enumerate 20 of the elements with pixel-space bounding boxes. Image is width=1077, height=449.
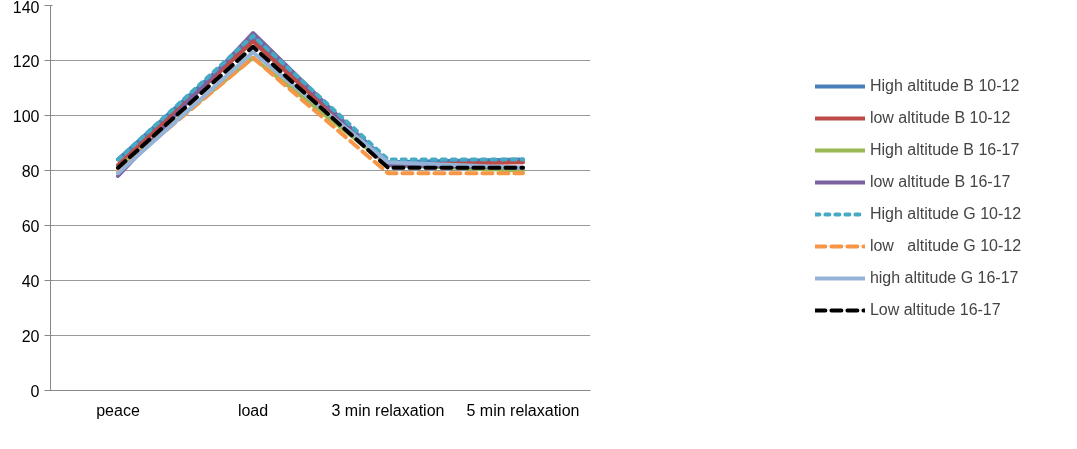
- legend-label: low altitude B 16-17: [869, 172, 1011, 191]
- y-tick-label: 80: [21, 162, 40, 180]
- y-tick-label: 40: [21, 272, 40, 290]
- legend-label: Low altitude 16-17: [869, 300, 1001, 319]
- x-tick-label: peace: [96, 401, 140, 419]
- x-tick-label: 3 min relaxation: [331, 401, 445, 419]
- legend-label: high altitude G 16-17: [869, 268, 1019, 287]
- x-tick-label: 5 min relaxation: [466, 401, 580, 419]
- y-tick-label: 120: [12, 52, 40, 70]
- y-tick-label: 100: [12, 107, 40, 125]
- y-tick-label: 60: [21, 217, 40, 235]
- y-tick-label: 0: [30, 382, 40, 400]
- y-tick-label: 20: [21, 327, 40, 345]
- legend-label: low altitude G 10-12: [869, 236, 1022, 255]
- legend-label: High altitude B 10-12: [869, 76, 1020, 95]
- x-tick-label: load: [237, 401, 269, 419]
- legend-label: High altitude G 10-12: [869, 204, 1022, 223]
- legend-label: low altitude B 10-12: [869, 108, 1011, 127]
- legend-label: High altitude B 16-17: [869, 140, 1020, 159]
- y-tick-label: 140: [12, 0, 40, 16]
